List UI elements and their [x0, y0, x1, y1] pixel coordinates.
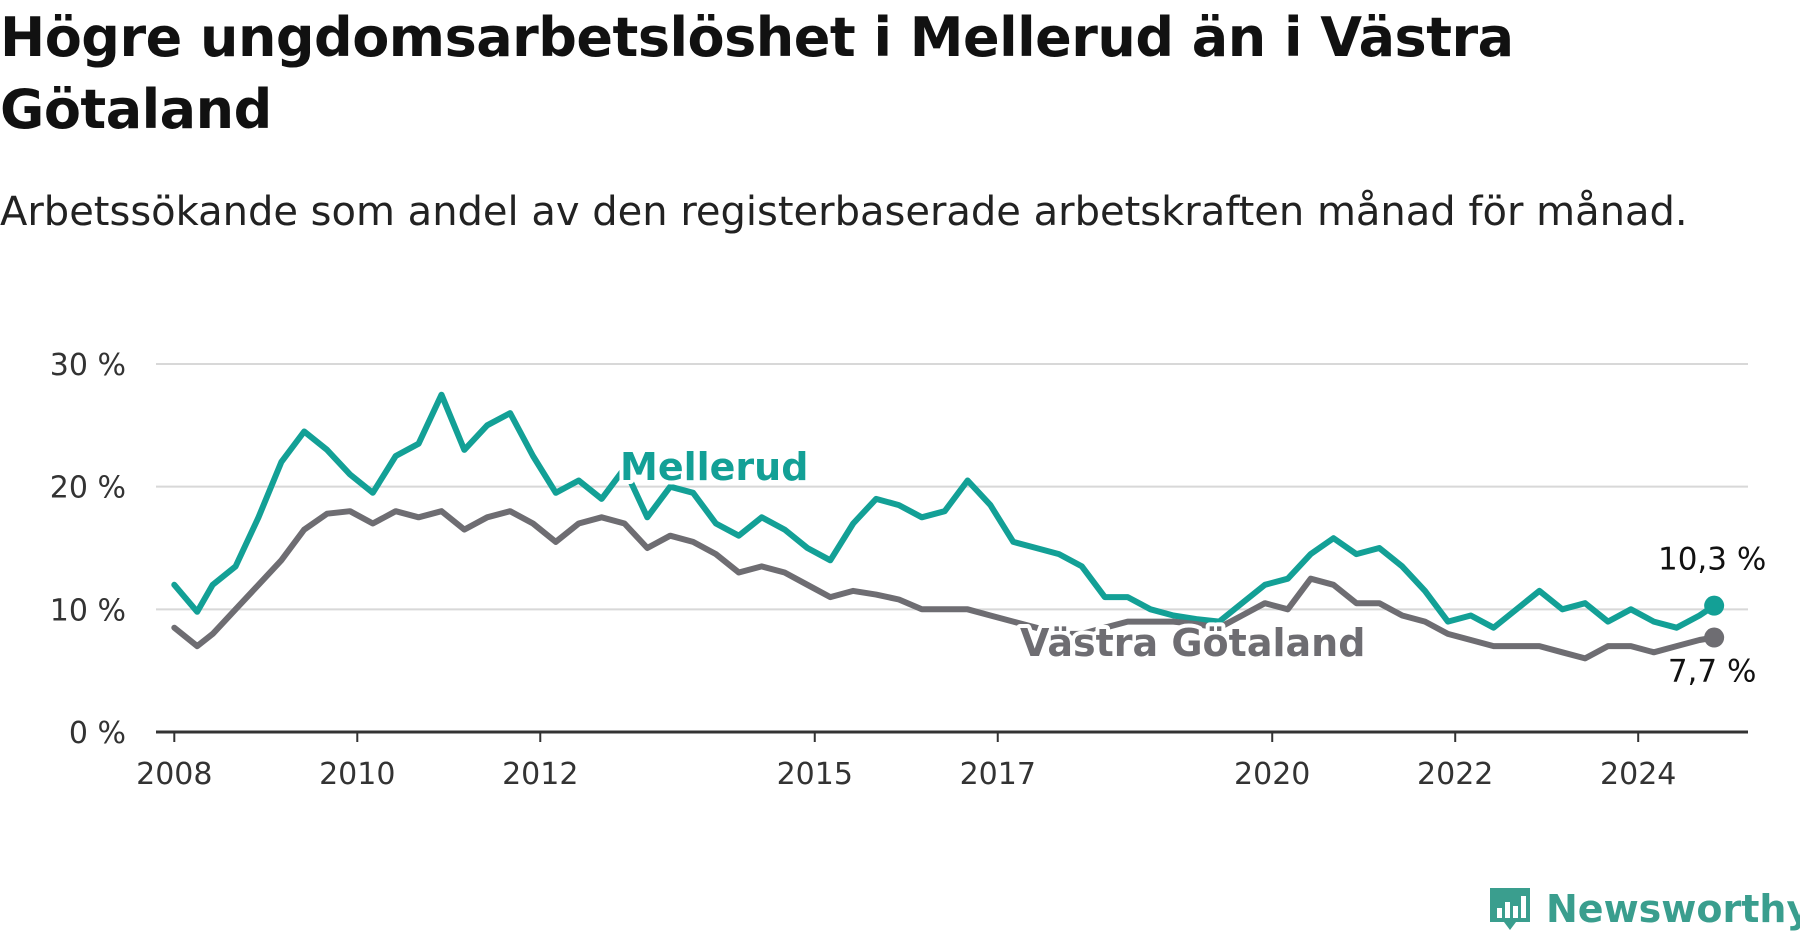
y-axis-ticks: 0 % 10 % 20 % 30 % [50, 348, 126, 751]
line-chart: 0 % 10 % 20 % 30 % 2008 2010 2012 2015 2017 2020… [49, 348, 1769, 792]
newsworthy-logo: Newsworthy [1486, 884, 1800, 934]
y-tick-label: 30 % [50, 348, 126, 383]
y-tick-label: 20 % [50, 471, 126, 506]
chart-title: Högre ungdomsarbetslöshet i Mellerud än … [0, 6, 1514, 141]
end-point-marker [1704, 595, 1725, 616]
series-line [171, 508, 1718, 662]
brand-name: Newsworthy [1546, 887, 1800, 931]
x-tick-label: 2008 [136, 757, 212, 792]
y-tick-label: 10 % [50, 593, 126, 628]
chart-subtitle: Arbetssökande som andel av den registerb… [0, 189, 1688, 235]
x-tick-label: 2020 [1234, 757, 1310, 792]
x-tick-label: 2012 [502, 757, 578, 792]
x-tick-label: 2010 [319, 757, 395, 792]
grid-lines [156, 363, 1748, 611]
end-point-marker [1704, 627, 1725, 648]
bar-chart-icon [1490, 888, 1530, 930]
series-labels: Mellerud 10,3 % Västra Götaland 7,7 % [616, 441, 1769, 693]
end-value-label: 10,3 % [1658, 542, 1766, 578]
x-axis: 2008 2010 2012 2015 2017 2020 2022 2024 [136, 730, 1748, 792]
series-lines [171, 391, 1725, 662]
x-tick-label: 2024 [1600, 757, 1676, 792]
series-line [171, 391, 1718, 631]
x-tick-label: 2017 [960, 757, 1036, 792]
x-tick-label: 2015 [777, 757, 853, 792]
series-name-label: Mellerud [620, 445, 808, 489]
end-value-label: 7,7 % [1668, 654, 1757, 690]
y-tick-label: 0 % [69, 716, 126, 751]
x-tick-label: 2022 [1417, 757, 1493, 792]
series-name-label: Västra Götaland [1020, 621, 1365, 665]
